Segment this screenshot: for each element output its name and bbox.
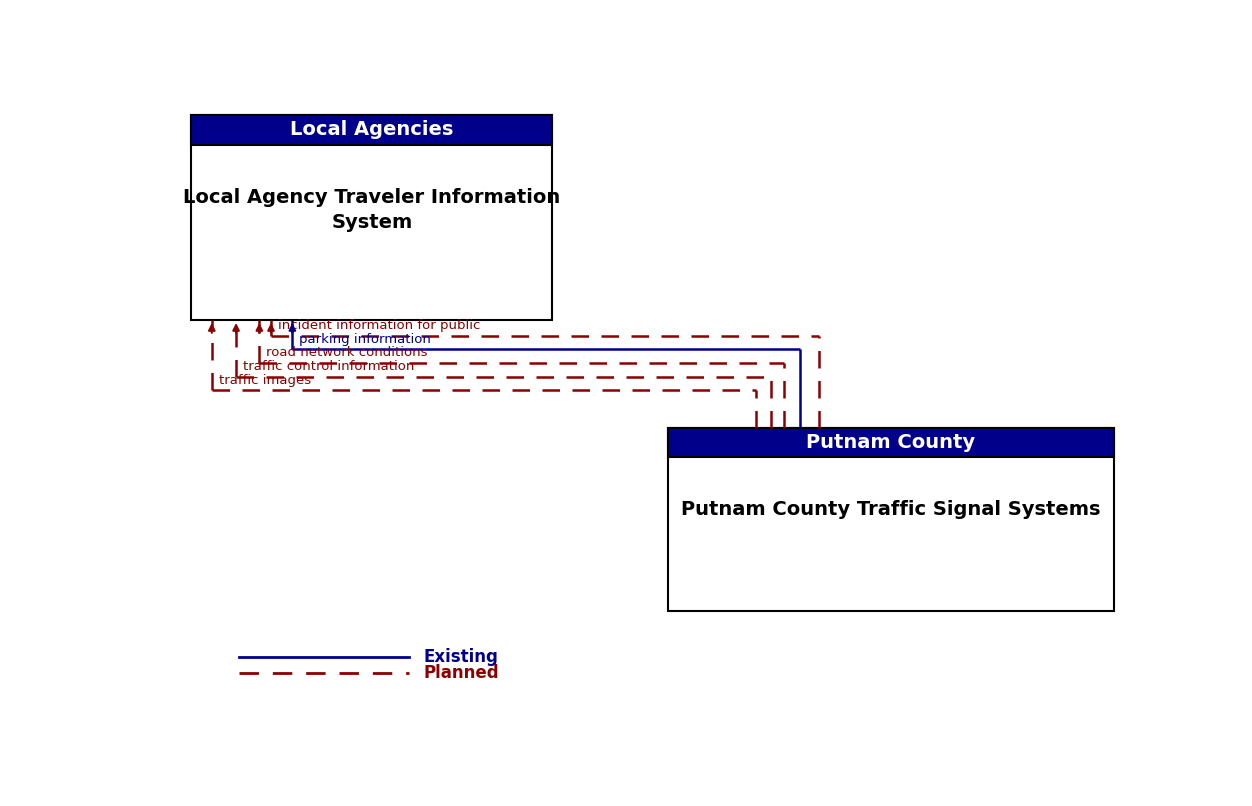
Text: parking information: parking information — [299, 333, 431, 346]
Text: traffic control information: traffic control information — [243, 360, 414, 373]
Text: Existing: Existing — [423, 647, 498, 666]
Text: Putnam County: Putnam County — [806, 433, 975, 451]
Bar — [667, 427, 1114, 457]
Bar — [192, 115, 552, 144]
Bar — [192, 115, 552, 320]
Text: Local Agency Traveler Information
System: Local Agency Traveler Information System — [183, 188, 561, 232]
Text: incident information for public: incident information for public — [278, 319, 481, 332]
Bar — [192, 115, 552, 144]
Text: Local Agencies: Local Agencies — [290, 120, 453, 139]
Text: Putnam County Traffic Signal Systems: Putnam County Traffic Signal Systems — [681, 500, 1101, 519]
Bar — [667, 427, 1114, 611]
Text: traffic images: traffic images — [219, 373, 310, 387]
Text: road network conditions: road network conditions — [267, 347, 428, 359]
Bar — [667, 427, 1114, 457]
Text: Planned: Planned — [423, 663, 500, 682]
